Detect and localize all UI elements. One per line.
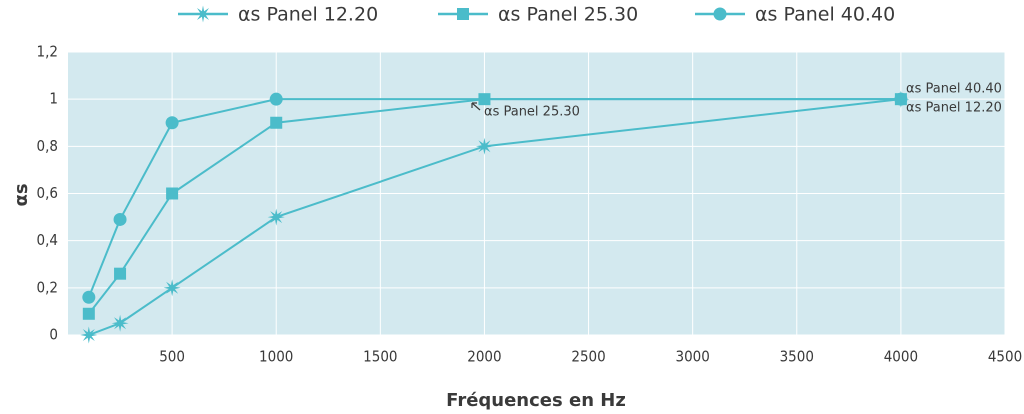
- y-tick-label: 0,4: [37, 231, 58, 249]
- marker: [111, 314, 129, 332]
- marker: [163, 279, 181, 297]
- marker: [270, 116, 283, 129]
- series-line: [88, 98, 902, 336]
- marker: [113, 212, 127, 226]
- marker: [82, 307, 95, 320]
- y-tick-label: 1: [49, 90, 58, 108]
- x-tick-label: 4000: [884, 348, 918, 366]
- y-axis-title: αs: [11, 183, 32, 206]
- marker: [80, 326, 98, 344]
- x-tick-label: 2500: [571, 348, 605, 366]
- legend-label: αs Panel 25.30: [498, 4, 638, 26]
- marker: [166, 187, 179, 200]
- marker: [894, 92, 908, 106]
- legend-marker: [457, 8, 469, 20]
- marker: [269, 92, 283, 106]
- legend-marker: [194, 5, 212, 23]
- x-tick-label: 500: [159, 348, 185, 366]
- x-tick-label: 1000: [259, 348, 293, 366]
- y-tick-label: 0,2: [37, 278, 58, 296]
- y-tick-label: 0,8: [37, 137, 58, 155]
- x-tick-label: 2000: [467, 348, 501, 366]
- x-tick-label: 1500: [363, 348, 397, 366]
- x-tick-label: 3000: [675, 348, 709, 366]
- marker: [165, 116, 179, 130]
- marker: [114, 267, 127, 280]
- marker: [475, 137, 493, 155]
- x-tick-label: 3500: [780, 348, 814, 366]
- legend-label: αs Panel 12.20: [238, 4, 378, 26]
- x-axis-title: Fréquences en Hz: [446, 390, 626, 411]
- annotation: αs Panel 25.30: [484, 105, 580, 120]
- y-tick-label: 0,6: [37, 184, 58, 202]
- y-tick-label: 1,2: [37, 43, 58, 61]
- annotation: αs Panel 40.40: [906, 82, 1002, 97]
- y-tick-label: 0: [49, 326, 58, 344]
- x-tick-label: 4500: [988, 348, 1022, 366]
- annotation-arrow: [471, 102, 481, 111]
- marker: [82, 290, 96, 304]
- legend-marker: [713, 7, 727, 21]
- marker: [267, 208, 285, 226]
- legend-label: αs Panel 40.40: [755, 4, 895, 26]
- annotation: αs Panel 12.20: [906, 101, 1002, 116]
